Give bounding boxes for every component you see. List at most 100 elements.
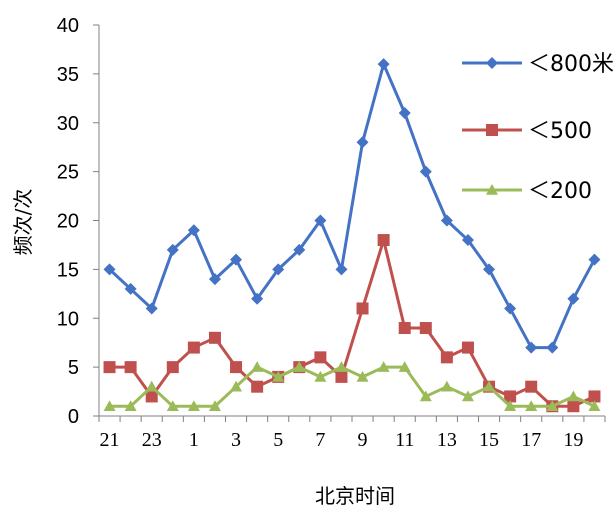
- data-point: [398, 361, 411, 372]
- legend-entry: ＜800米: [462, 52, 614, 77]
- legend-marker: [486, 124, 498, 136]
- data-point: [504, 302, 517, 315]
- data-point: [567, 400, 580, 413]
- series-1: [103, 58, 601, 354]
- x-axis-title: 北京时间: [315, 484, 395, 508]
- data-point: [208, 400, 221, 412]
- data-point: [440, 380, 453, 392]
- data-point: [145, 302, 158, 315]
- data-point: [293, 361, 306, 372]
- data-point: [208, 331, 221, 344]
- data-point: [187, 224, 200, 237]
- y-axis-title: 频次/次: [11, 189, 35, 256]
- x-tick-label: 3: [231, 429, 241, 451]
- x-tick-label: 15: [479, 429, 499, 451]
- data-point: [145, 380, 158, 392]
- x-tick-label: 23: [142, 429, 162, 451]
- x-tick-label: 13: [437, 429, 457, 451]
- data-point: [377, 58, 390, 71]
- data-point: [377, 234, 390, 247]
- series-3: [103, 361, 601, 412]
- legend-label: ＜200: [528, 179, 592, 204]
- data-point: [187, 341, 200, 354]
- legend-marker: [486, 184, 498, 195]
- series-line: [109, 238, 596, 408]
- data-point: [124, 400, 137, 412]
- data-point: [230, 380, 243, 392]
- x-tick-label: 19: [563, 429, 583, 451]
- x-tick-label: 5: [273, 429, 283, 451]
- data-point: [166, 243, 179, 256]
- data-point: [251, 292, 264, 305]
- data-point: [314, 214, 327, 227]
- data-point: [124, 361, 137, 374]
- legend-entry: ＜200: [462, 179, 592, 204]
- data-point: [567, 292, 580, 305]
- data-point: [335, 361, 348, 372]
- y-tick-label: 0: [68, 406, 79, 428]
- data-point: [419, 165, 432, 178]
- data-point: [440, 214, 453, 227]
- data-point: [546, 341, 559, 354]
- data-point: [483, 380, 496, 392]
- data-point: [166, 400, 179, 412]
- y-tick-label: 10: [57, 308, 79, 330]
- axes: [93, 24, 606, 422]
- data-point: [103, 400, 116, 412]
- data-point: [251, 380, 264, 393]
- data-point: [187, 400, 200, 412]
- data-point: [461, 390, 474, 402]
- legend-label: ＜500: [528, 119, 592, 144]
- legend: ＜800米 ＜500 ＜200: [462, 52, 614, 204]
- data-point: [588, 253, 601, 266]
- series-line: [108, 62, 596, 350]
- data-point: [208, 273, 221, 286]
- data-point: [124, 282, 137, 295]
- x-tick-label: 21: [100, 429, 120, 451]
- x-tick-label: 17: [521, 429, 541, 451]
- data-point: [230, 253, 243, 266]
- data-point: [419, 322, 432, 335]
- x-tick-label: 7: [315, 429, 325, 451]
- data-point: [230, 361, 243, 374]
- data-point: [567, 390, 580, 402]
- data-point: [166, 361, 179, 374]
- data-point: [272, 263, 285, 276]
- x-tick-label: 9: [358, 429, 368, 451]
- data-point: [335, 263, 348, 276]
- data-point: [251, 361, 264, 372]
- y-tick-label: 15: [57, 259, 79, 281]
- series-layer: [103, 58, 601, 413]
- data-point: [293, 243, 306, 256]
- legend-label: ＜800米: [528, 52, 614, 77]
- data-point: [525, 380, 538, 393]
- y-tick-label: 25: [57, 162, 79, 184]
- data-point: [504, 400, 517, 412]
- data-point: [419, 390, 432, 402]
- data-point: [546, 400, 559, 412]
- data-point: [335, 370, 348, 383]
- legend-entry: ＜500: [462, 119, 592, 144]
- data-point: [588, 400, 601, 412]
- x-tick-label: 11: [395, 429, 414, 451]
- data-point: [272, 370, 285, 382]
- y-tick-label: 5: [68, 357, 79, 379]
- data-point: [588, 390, 601, 403]
- data-point: [483, 263, 496, 276]
- data-point: [461, 341, 474, 354]
- data-point: [356, 302, 369, 315]
- y-tick-label: 35: [57, 64, 79, 86]
- data-point: [525, 341, 538, 354]
- y-tick-label: 40: [57, 15, 79, 37]
- data-point: [377, 361, 390, 372]
- data-point: [356, 370, 369, 382]
- data-point: [145, 390, 158, 403]
- data-point: [356, 136, 369, 149]
- data-point: [314, 351, 327, 364]
- x-tick-label: 1: [189, 429, 199, 451]
- data-point: [314, 370, 327, 382]
- series-2: [103, 234, 601, 413]
- y-tick-label: 20: [57, 211, 79, 233]
